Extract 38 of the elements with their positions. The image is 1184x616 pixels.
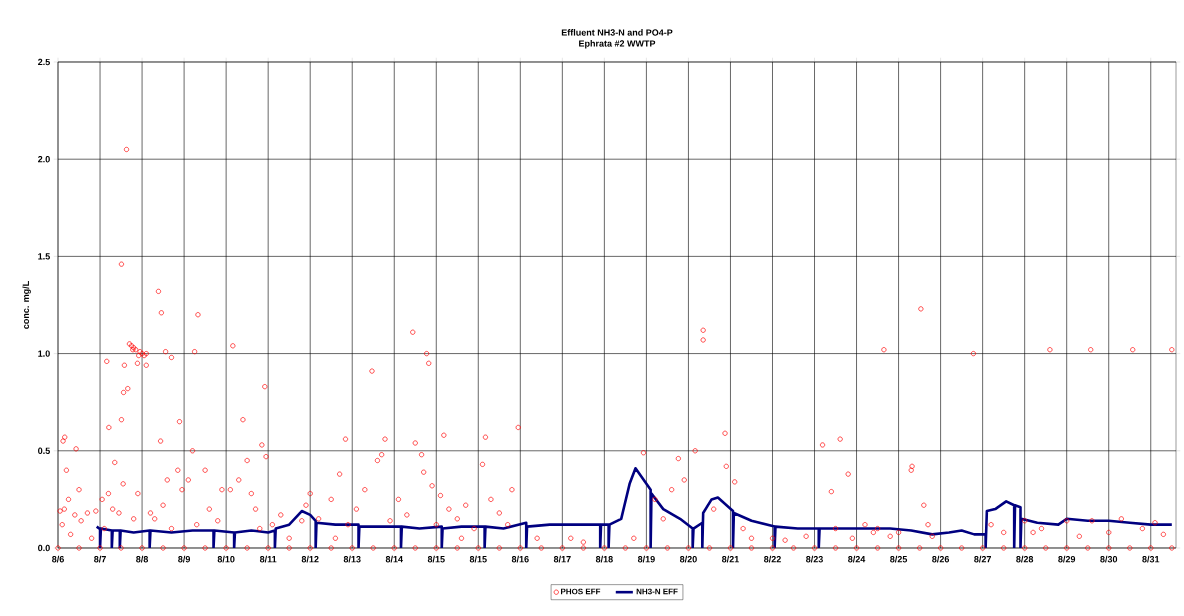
x-tick-label: 8/6: [52, 555, 64, 563]
x-tick-label: 8/23: [806, 555, 823, 563]
x-tick-label: 8/25: [890, 555, 908, 563]
x-tick-label: 8/10: [217, 555, 235, 563]
x-tick-label: 8/28: [1016, 555, 1034, 563]
x-tick-label: 8/14: [385, 555, 403, 563]
y-tick-label: 1.0: [38, 350, 50, 357]
chart-title: Effluent NH3-N and PO4-P: [561, 29, 673, 36]
x-tick-label: 8/16: [511, 555, 529, 563]
x-tick-label: 8/19: [637, 555, 655, 563]
x-tick-label: 8/29: [1058, 555, 1076, 563]
x-tick-label: 8/21: [721, 555, 739, 563]
y-axis-title: conc. mg/L: [22, 281, 31, 329]
y-tick-label: 2.0: [38, 156, 50, 163]
x-tick-label: 8/26: [932, 555, 950, 563]
legend-label: PHOS EFF: [561, 588, 601, 595]
x-tick-label: 8/20: [679, 555, 697, 563]
legend-label: NH3-N EFF: [636, 588, 678, 595]
x-tick-label: 8/15: [469, 555, 487, 563]
x-tick-label: 8/31: [1142, 555, 1160, 563]
x-tick-label: 8/24: [848, 555, 866, 563]
x-tick-label: 8/8: [136, 555, 149, 563]
x-tick-label: 8/17: [553, 555, 571, 563]
x-tick-label: 8/15: [427, 555, 445, 563]
x-tick-label: 8/7: [94, 555, 106, 563]
x-tick-label: 8/18: [595, 555, 613, 563]
x-tick-label: 8/9: [178, 555, 191, 563]
x-tick-label: 8/30: [1100, 555, 1118, 563]
y-tick-label: 0.0: [38, 544, 50, 552]
x-tick-label: 8/27: [974, 555, 991, 563]
x-tick-label: 8/12: [301, 555, 319, 563]
x-tick-label: 8/11: [259, 555, 277, 563]
y-tick-label: 2.5: [38, 58, 50, 66]
x-tick-label: 8/13: [343, 555, 361, 563]
chart-subtitle: Ephrata #2 WWTP: [579, 40, 656, 49]
y-tick-label: 0.5: [38, 447, 50, 454]
y-tick-label: 1.5: [38, 253, 50, 260]
x-tick-label: 8/22: [764, 555, 781, 563]
